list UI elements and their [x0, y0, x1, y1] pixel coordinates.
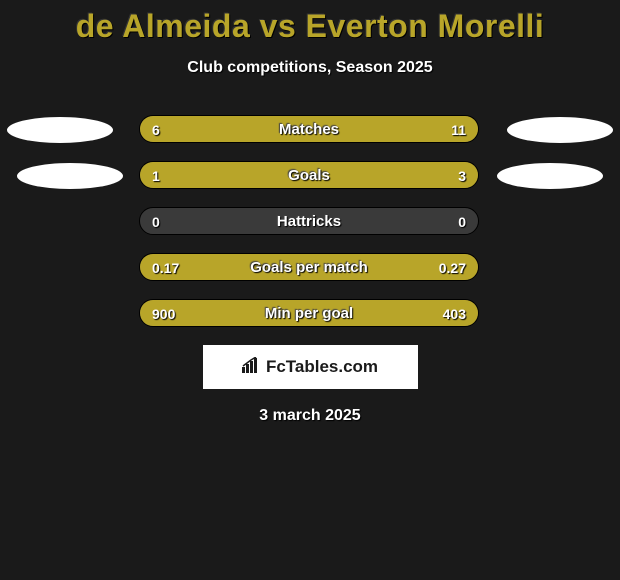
stat-label: Matches: [140, 116, 478, 142]
stat-label: Goals per match: [140, 254, 478, 280]
stat-value-right: 0: [458, 208, 466, 234]
stat-bar: 0 Hattricks 0: [139, 207, 479, 235]
stat-value-right: 403: [443, 300, 466, 326]
stat-label: Hattricks: [140, 208, 478, 234]
stat-label: Goals: [140, 162, 478, 188]
stat-bar: 6 Matches 11: [139, 115, 479, 143]
bar-chart-icon: [242, 357, 262, 378]
stat-row: 0.17 Goals per match 0.27: [0, 253, 620, 283]
source-logo: FcTables.com: [203, 345, 418, 389]
logo-label: FcTables.com: [266, 357, 378, 377]
stat-value-right: 11: [451, 116, 466, 142]
stat-row: 0 Hattricks 0: [0, 207, 620, 237]
stat-row: 900 Min per goal 403: [0, 299, 620, 329]
date-label: 3 march 2025: [0, 407, 620, 425]
blank-ellipse-left: [17, 163, 123, 189]
stat-label: Min per goal: [140, 300, 478, 326]
stat-value-right: 3: [458, 162, 466, 188]
stat-row: 6 Matches 11: [0, 115, 620, 145]
comparison-rows: 6 Matches 11 1 Goals 3 0 Ha: [0, 115, 620, 329]
stat-row: 1 Goals 3: [0, 161, 620, 191]
subtitle: Club competitions, Season 2025: [0, 59, 620, 77]
stat-value-right: 0.27: [439, 254, 466, 280]
blank-ellipse-right: [507, 117, 613, 143]
stat-bar: 900 Min per goal 403: [139, 299, 479, 327]
page-title: de Almeida vs Everton Morelli: [0, 8, 620, 45]
logo-text: FcTables.com: [242, 357, 378, 378]
stat-bar: 0.17 Goals per match 0.27: [139, 253, 479, 281]
stat-bar: 1 Goals 3: [139, 161, 479, 189]
blank-ellipse-left: [7, 117, 113, 143]
blank-ellipse-right: [497, 163, 603, 189]
comparison-infographic: de Almeida vs Everton Morelli Club compe…: [0, 0, 620, 580]
